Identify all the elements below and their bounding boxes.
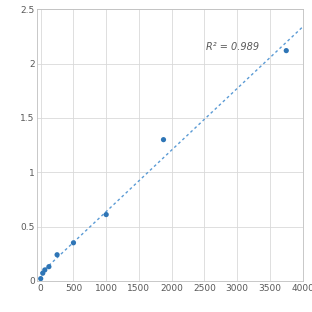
Point — [40, 271, 45, 276]
Point — [38, 276, 43, 281]
Point — [46, 264, 51, 269]
Point — [161, 137, 166, 142]
Point — [55, 252, 60, 257]
Point — [42, 267, 47, 272]
Point — [104, 212, 109, 217]
Point — [71, 240, 76, 245]
Text: R² = 0.989: R² = 0.989 — [206, 42, 259, 52]
Point — [284, 48, 289, 53]
